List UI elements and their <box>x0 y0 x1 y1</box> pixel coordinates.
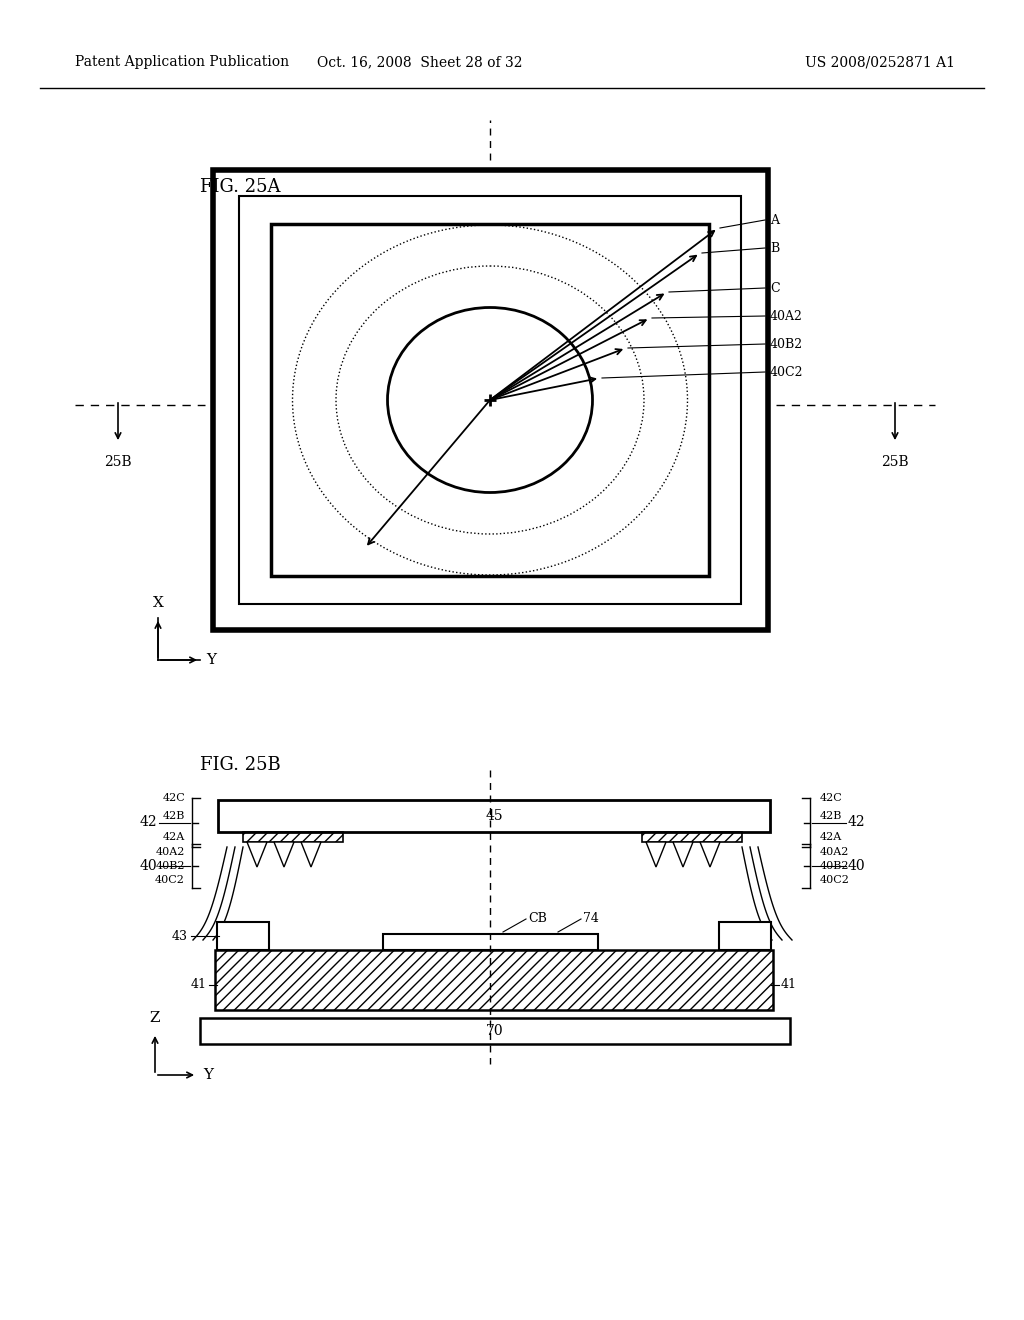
Text: B: B <box>770 242 779 255</box>
Text: 43: 43 <box>172 929 188 942</box>
Text: 40B2: 40B2 <box>156 861 185 871</box>
Polygon shape <box>700 842 720 867</box>
Text: CB: CB <box>528 912 547 925</box>
Text: 25B: 25B <box>104 455 132 469</box>
Text: 40A2: 40A2 <box>820 847 849 857</box>
Text: 40: 40 <box>139 859 157 873</box>
Text: 42B: 42B <box>163 810 185 821</box>
Text: 45: 45 <box>485 809 503 822</box>
Text: US 2008/0252871 A1: US 2008/0252871 A1 <box>805 55 955 69</box>
Polygon shape <box>274 842 294 867</box>
Text: Z: Z <box>150 1011 160 1026</box>
Bar <box>642 832 742 842</box>
Text: 42A: 42A <box>820 832 843 842</box>
Text: 41: 41 <box>781 978 797 991</box>
Text: 40A2: 40A2 <box>156 847 185 857</box>
Text: 70: 70 <box>486 1024 504 1038</box>
Text: 42C: 42C <box>820 793 843 803</box>
Text: 42A: 42A <box>163 832 185 842</box>
Bar <box>243 832 343 842</box>
Bar <box>271 224 709 576</box>
Polygon shape <box>673 842 693 867</box>
Text: 40B2: 40B2 <box>820 861 850 871</box>
Polygon shape <box>646 842 666 867</box>
Polygon shape <box>247 842 267 867</box>
Bar <box>213 170 768 630</box>
Bar <box>719 921 771 950</box>
Bar <box>215 950 773 1010</box>
Text: FIG. 25B: FIG. 25B <box>200 756 281 774</box>
Text: 40C2: 40C2 <box>820 875 850 884</box>
Text: 42: 42 <box>848 816 865 829</box>
Polygon shape <box>301 842 321 867</box>
Text: FIG. 25A: FIG. 25A <box>200 178 281 195</box>
Text: 42C: 42C <box>162 793 185 803</box>
Text: 40: 40 <box>848 859 865 873</box>
Text: 41: 41 <box>191 978 207 991</box>
Bar <box>218 800 770 832</box>
Bar <box>239 195 741 605</box>
Text: 25B: 25B <box>882 455 909 469</box>
Bar <box>200 1018 790 1044</box>
Text: C: C <box>770 281 779 294</box>
Text: Oct. 16, 2008  Sheet 28 of 32: Oct. 16, 2008 Sheet 28 of 32 <box>317 55 522 69</box>
Text: Y: Y <box>206 653 216 667</box>
Text: A: A <box>770 214 779 227</box>
Text: 42: 42 <box>139 816 157 829</box>
Text: Patent Application Publication: Patent Application Publication <box>75 55 289 69</box>
Bar <box>383 935 597 950</box>
Text: 40C2: 40C2 <box>770 366 804 379</box>
Text: 40B2: 40B2 <box>770 338 803 351</box>
Text: 40A2: 40A2 <box>770 309 803 322</box>
Text: X: X <box>153 597 164 610</box>
Text: 40C2: 40C2 <box>155 875 185 884</box>
Text: 42B: 42B <box>820 810 843 821</box>
Text: 74: 74 <box>583 912 599 925</box>
Text: Y: Y <box>203 1068 213 1082</box>
Bar <box>217 921 269 950</box>
